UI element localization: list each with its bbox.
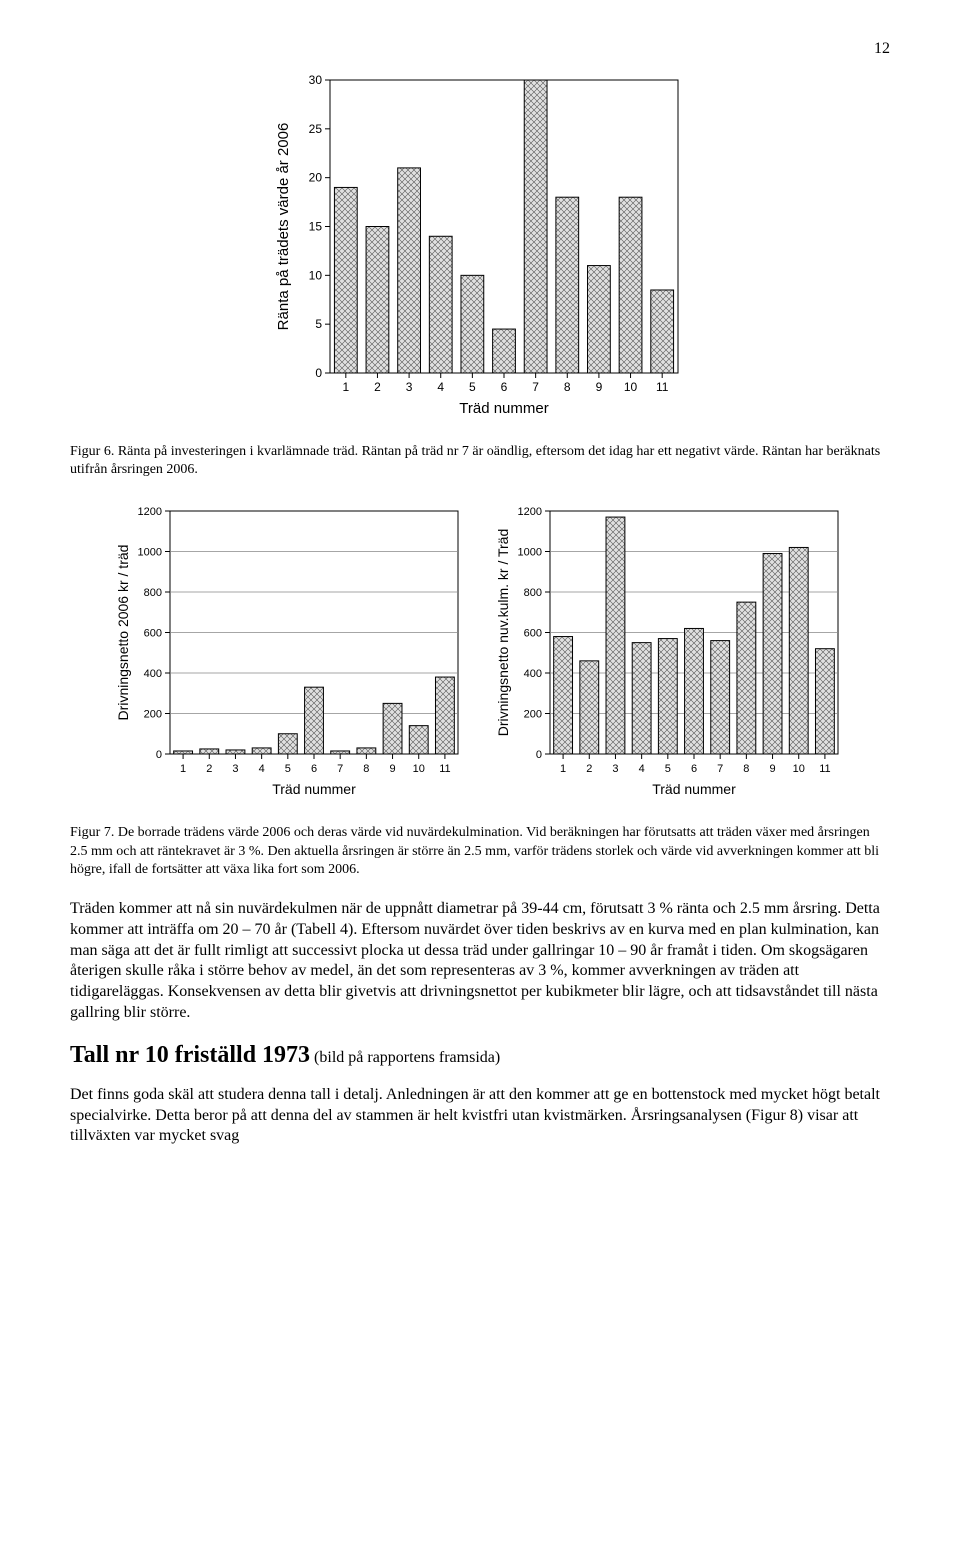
svg-text:2: 2 [586,763,592,775]
svg-text:3: 3 [612,763,618,775]
svg-text:7: 7 [337,763,343,775]
svg-text:1: 1 [342,380,349,394]
svg-text:25: 25 [309,122,323,136]
svg-text:6: 6 [311,763,317,775]
svg-text:1: 1 [560,763,566,775]
svg-text:20: 20 [309,171,323,185]
svg-text:10: 10 [624,380,638,394]
svg-text:11: 11 [656,380,669,394]
svg-text:7: 7 [717,763,723,775]
svg-text:600: 600 [524,628,542,640]
svg-text:30: 30 [309,73,323,87]
svg-text:6: 6 [501,380,508,394]
svg-text:8: 8 [564,380,571,394]
svg-text:10: 10 [793,763,805,775]
svg-text:1200: 1200 [518,506,542,518]
svg-text:9: 9 [769,763,775,775]
figure6-caption: Figur 6. Ränta på investeringen i kvarlä… [70,443,890,479]
heading-title: Tall nr 10 friställd 1973 [70,1042,310,1068]
svg-text:200: 200 [144,709,162,721]
heading-subtitle: (bild på rapportens framsida) [310,1049,500,1066]
svg-text:1000: 1000 [518,547,542,559]
svg-text:15: 15 [309,220,323,234]
svg-text:6: 6 [691,763,697,775]
svg-text:11: 11 [819,763,830,775]
svg-text:8: 8 [743,763,749,775]
svg-text:4: 4 [639,763,645,775]
svg-text:8: 8 [363,763,369,775]
svg-text:Träd nummer: Träd nummer [459,400,548,417]
svg-text:10: 10 [413,763,425,775]
svg-text:800: 800 [524,587,542,599]
page-number: 12 [70,40,890,58]
svg-text:Drivningsnetto 2006 kr / träd: Drivningsnetto 2006 kr / träd [115,545,131,721]
svg-text:2: 2 [206,763,212,775]
svg-text:2: 2 [374,380,381,394]
svg-text:7: 7 [532,380,539,394]
svg-text:600: 600 [144,628,162,640]
chart-drivningsnetto-2006: 0 200 400 600 800 1000 1200 1 2 3 4 5 6 7 8 9 10 11 Träd n… [110,499,470,814]
svg-text:400: 400 [144,668,162,680]
chart-interest-per-tree: 0 5 10 15 20 25 30 1 2 3 4 5 6 7 8 9 10 11 Träd nummer Ränt… [270,68,690,433]
svg-text:9: 9 [389,763,395,775]
heading-tall10: Tall nr 10 friställd 1973 (bild på rappo… [70,1042,890,1069]
svg-text:200: 200 [524,709,542,721]
svg-text:0: 0 [156,749,162,761]
svg-text:800: 800 [144,587,162,599]
svg-text:Träd nummer: Träd nummer [272,781,356,797]
paragraph-1: Träden kommer att nå sin nuvärdekulmen n… [70,899,890,1024]
chart-drivningsnetto-kulm: 0 200 400 600 800 1000 1200 1 2 3 4 5 6 7 8 9 10 11 Träd n… [490,499,850,814]
svg-text:Drivningsnetto nuv.kulm. kr /: Drivningsnetto nuv.kulm. kr / Träd [495,529,511,736]
svg-text:5: 5 [469,380,476,394]
paragraph-2: Det finns goda skäl att studera denna ta… [70,1085,890,1147]
svg-text:1200: 1200 [138,506,162,518]
svg-text:5: 5 [665,763,671,775]
svg-text:3: 3 [406,380,413,394]
svg-text:1: 1 [180,763,186,775]
svg-text:Ränta på trädets värde år 2006: Ränta på trädets värde år 2006 [275,123,292,331]
svg-text:11: 11 [439,763,450,775]
svg-text:4: 4 [259,763,265,775]
svg-text:1000: 1000 [138,547,162,559]
figure7-caption: Figur 7. De borrade trädens värde 2006 o… [70,824,890,879]
svg-text:4: 4 [437,380,444,394]
svg-text:9: 9 [596,380,603,394]
svg-text:0: 0 [315,366,322,380]
svg-text:Träd nummer: Träd nummer [652,781,736,797]
svg-text:3: 3 [232,763,238,775]
svg-text:5: 5 [285,763,291,775]
svg-text:400: 400 [524,668,542,680]
svg-text:10: 10 [309,268,323,282]
svg-text:0: 0 [536,749,542,761]
svg-text:5: 5 [315,317,322,331]
